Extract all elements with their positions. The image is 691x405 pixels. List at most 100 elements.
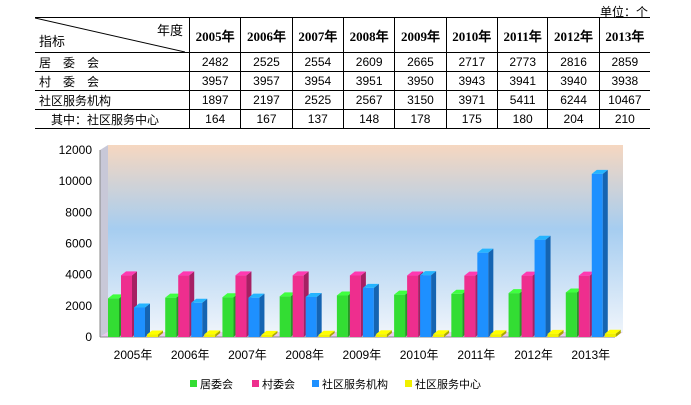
table-cell: 6244 [547, 90, 600, 110]
bar-top [279, 292, 296, 297]
bar-top [204, 330, 221, 335]
row-label: 村 委 会 [35, 71, 190, 91]
bar-0 [565, 292, 577, 337]
bar-top [534, 235, 551, 240]
legend-label: 社区服务中心 [415, 377, 481, 391]
bar-1 [407, 275, 419, 337]
bar-2 [248, 297, 260, 337]
bar-top [604, 329, 621, 334]
x-tick-label: 2007年 [228, 348, 267, 362]
bar-side [316, 292, 322, 337]
bar-3 [490, 334, 502, 337]
bar-1 [521, 275, 533, 337]
bar-side [386, 330, 392, 337]
table-cell: 5411 [496, 90, 549, 110]
y-tick-label: 8000 [65, 205, 92, 219]
bar-0 [108, 298, 119, 337]
bar-top [292, 271, 309, 276]
y-tick-label: 4000 [65, 268, 92, 282]
year-header: 2011年 [496, 17, 549, 53]
bar-2 [305, 296, 317, 337]
bar-top [305, 292, 322, 297]
bar-0 [394, 294, 406, 337]
table-cell: 164 [188, 109, 242, 129]
table-cell: 3957 [188, 71, 242, 91]
bar-top [433, 330, 450, 335]
table-cell: 3971 [445, 90, 498, 110]
bar-3 [433, 334, 445, 337]
corner-header: 年度指标 [35, 17, 190, 53]
unit-label: 单位：个 [600, 5, 649, 19]
bar-1 [349, 275, 361, 337]
bar-side [431, 271, 437, 337]
table-cell: 137 [291, 109, 344, 129]
year-header: 2006年 [240, 17, 293, 53]
year-header: 2012年 [547, 17, 600, 53]
bar-0 [336, 295, 348, 337]
bar-0 [451, 293, 463, 337]
x-tick-label: 2009年 [343, 348, 382, 362]
bar-top [420, 271, 437, 276]
bar-2 [420, 275, 432, 337]
bar-3 [204, 334, 216, 337]
bar-1 [292, 275, 304, 337]
table-cell: 167 [240, 109, 293, 129]
bar-3 [147, 334, 158, 337]
x-tick-label: 2006年 [171, 348, 210, 362]
legend-label: 社区服务机构 [322, 377, 388, 391]
table-cell: 1897 [188, 90, 242, 110]
table-cell: 3951 [342, 71, 396, 91]
table-cell: 2609 [342, 52, 396, 72]
bar-1 [121, 275, 132, 337]
table-cell: 3938 [598, 71, 650, 91]
table-row: 社区服务机构 1897 2197 2525 2567 3150 3971 5411 6244 10… [35, 90, 650, 110]
bar-top [147, 330, 163, 335]
table-cell: 2525 [240, 52, 293, 72]
bar-side [373, 283, 379, 337]
table-cell: 175 [445, 109, 498, 129]
table-cell: 3150 [394, 90, 447, 110]
bar-top [375, 330, 392, 335]
bar-side [202, 298, 208, 337]
table-cell: 3957 [240, 71, 293, 91]
bar-top [547, 329, 564, 334]
bar-3 [604, 333, 616, 337]
x-tick-label: 2005年 [114, 348, 153, 362]
x-tick-label: 2012年 [514, 348, 553, 362]
legend-label: 居委会 [200, 378, 233, 391]
bar-top [451, 289, 468, 294]
table-cell: 10467 [598, 90, 650, 110]
bar-side [615, 329, 621, 337]
bar-side [558, 329, 564, 337]
bar-top [464, 271, 481, 276]
side-wall [100, 145, 108, 337]
legend-swatch-2 [312, 380, 319, 387]
bar-top [407, 271, 424, 276]
bar-2 [134, 307, 145, 337]
legend-swatch-0 [190, 380, 197, 387]
table-cell: 2665 [394, 52, 447, 72]
table-cell: 2717 [445, 52, 498, 72]
bar-side [488, 248, 494, 337]
bar-1 [578, 275, 590, 337]
bar-top [178, 271, 195, 276]
year-header: 2005年 [188, 17, 242, 53]
bar-2 [191, 302, 203, 337]
y-tick-label: 10000 [59, 174, 93, 188]
corner-indicator: 指标 [39, 34, 66, 49]
corner-year: 年度 [156, 23, 183, 38]
bar-top [318, 330, 335, 335]
bar-3 [375, 334, 387, 337]
bar-top [508, 289, 525, 294]
bar-1 [464, 275, 476, 337]
table-cell: 148 [342, 109, 396, 129]
y-tick-label: 2000 [65, 299, 92, 313]
bar-top [591, 169, 608, 174]
table-cell: 3943 [445, 71, 498, 91]
table-cell: 2554 [291, 52, 344, 72]
bar-top [477, 248, 494, 253]
y-tick-label: 0 [85, 330, 92, 344]
bar-3 [261, 334, 273, 337]
table-cell: 178 [394, 109, 447, 129]
table-cell: 204 [547, 109, 600, 129]
